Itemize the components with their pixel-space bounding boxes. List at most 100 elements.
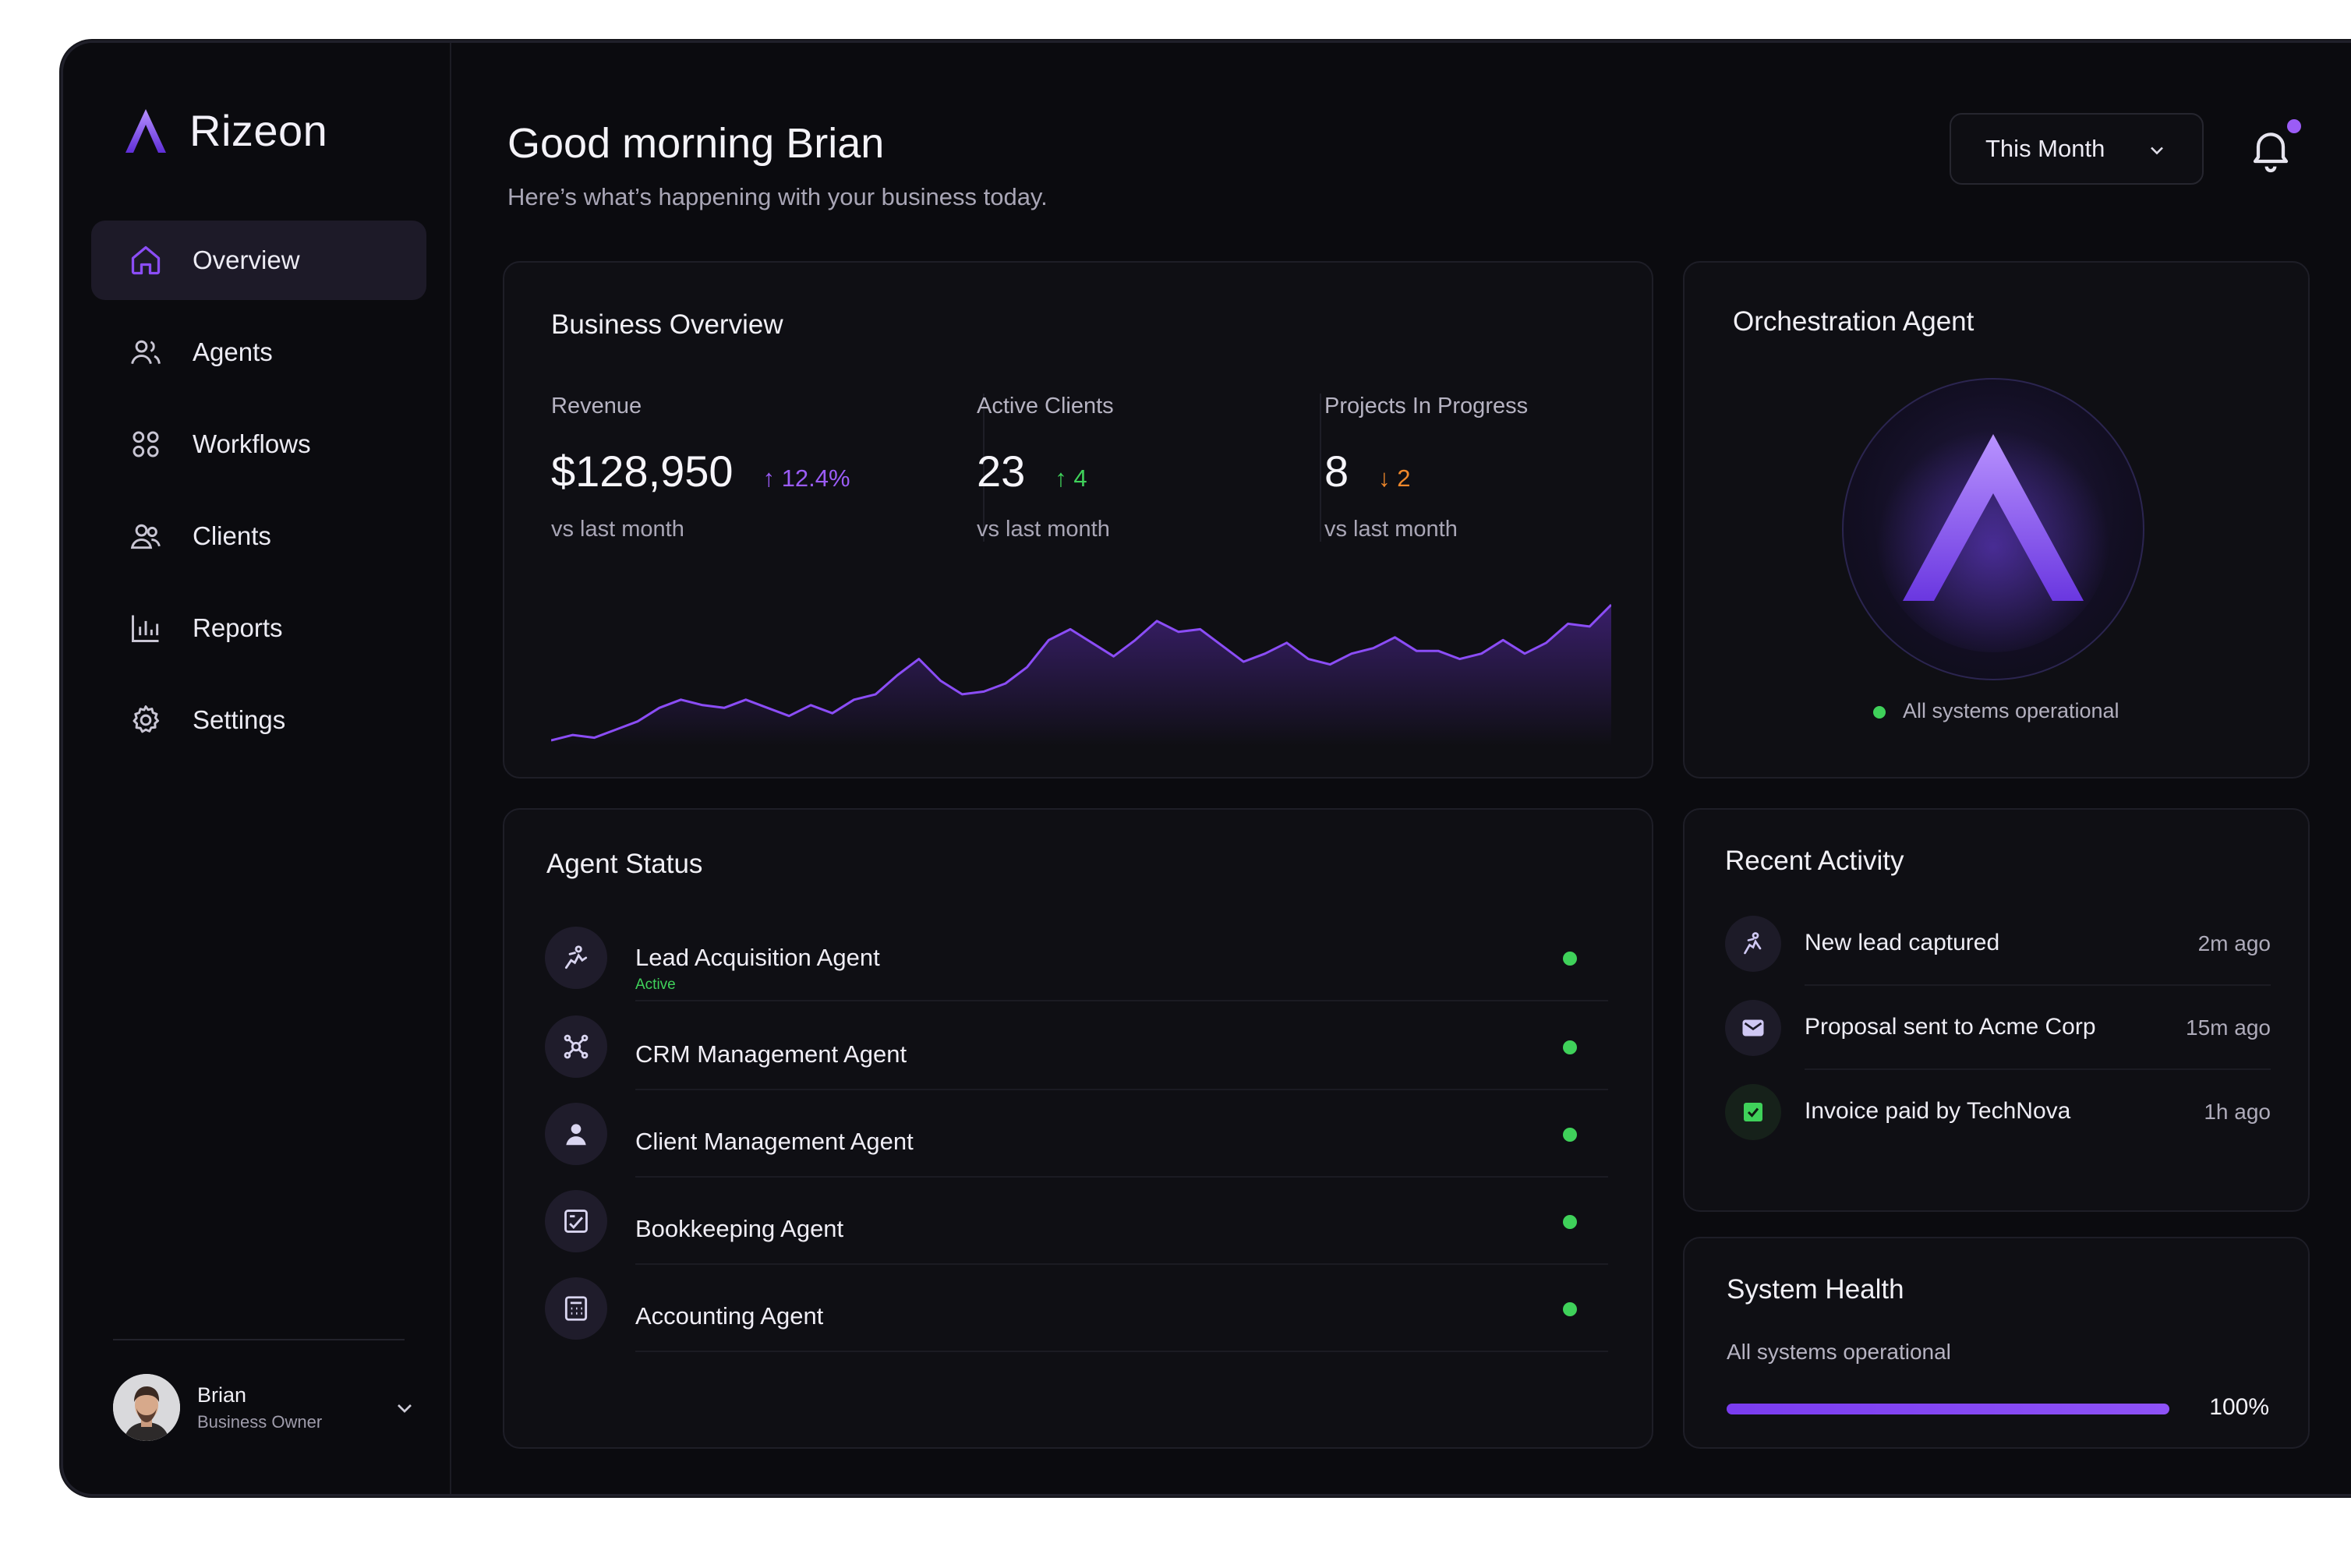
activity-item[interactable]: Invoice paid by TechNova 1h ago	[1725, 1070, 2271, 1154]
health-progress-bar	[1727, 1404, 2169, 1414]
health-status: All systems operational	[1727, 1340, 1951, 1364]
agent-name: Bookkeeping Agent	[635, 1215, 844, 1242]
divider	[635, 1000, 1608, 1001]
sidebar-item-workflows[interactable]: Workflows	[91, 404, 426, 484]
list-item[interactable]: Accounting Agent	[545, 1266, 1608, 1352]
calculator-icon	[564, 1296, 588, 1321]
sidebar-item-overview[interactable]: Overview	[91, 221, 426, 300]
agent-state: Active	[635, 976, 676, 993]
stat-value: 23	[977, 447, 1026, 496]
activity-time: 1h ago	[2204, 1100, 2271, 1124]
activity-text: New lead captured	[1805, 930, 2000, 955]
activity-time: 2m ago	[2197, 931, 2271, 955]
recent-activity-card: Recent Activity New lead captured 2m ago…	[1683, 808, 2310, 1212]
stat-label: Active Clients	[977, 394, 1114, 418]
sidebar: Rizeon Overview Agents Workflows Clients	[63, 43, 451, 1494]
activity-item[interactable]: New lead captured 2m ago	[1725, 902, 2271, 986]
stat-label: Projects In Progress	[1324, 394, 1529, 418]
stat-value: 8	[1324, 447, 1349, 496]
lead-icon	[564, 945, 588, 969]
status-dot	[1563, 1302, 1577, 1316]
user-menu[interactable]: Brian Business Owner	[113, 1372, 417, 1443]
agents-icon	[131, 340, 161, 365]
divider	[635, 1351, 1608, 1352]
user-name: Brian	[197, 1383, 247, 1407]
orchestration-orb	[1842, 378, 2144, 680]
sidebar-item-label: Clients	[193, 521, 271, 550]
agent-avatar	[545, 1015, 607, 1078]
card-title: Recent Activity	[1725, 846, 1904, 876]
status-dot	[1563, 952, 1577, 966]
sidebar-item-clients[interactable]: Clients	[91, 496, 426, 576]
user-role: Business Owner	[197, 1411, 323, 1432]
sidebar-item-label: Overview	[193, 245, 300, 274]
activity-text: Proposal sent to Acme Corp	[1805, 1014, 2096, 1040]
sidebar-item-label: Settings	[193, 705, 286, 734]
stat-caption: vs last month	[551, 517, 684, 542]
business-overview-card: Business Overview Revenue $128,950 ↑ 12.…	[503, 261, 1653, 779]
list-item[interactable]: CRM Management Agent	[545, 1005, 1608, 1090]
activity-avatar	[1725, 1000, 1781, 1056]
rizeon-logo-icon	[1876, 418, 2110, 652]
status-text: All systems operational	[1902, 699, 2119, 722]
sidebar-item-label: Reports	[193, 613, 283, 642]
list-item[interactable]: Bookkeeping Agent	[545, 1179, 1608, 1265]
user-icon	[566, 1124, 586, 1146]
list-item[interactable]: Client Management Agent	[545, 1092, 1608, 1178]
activity-avatar	[1725, 916, 1781, 972]
divider	[113, 1339, 405, 1340]
chart-area-fill	[551, 605, 1611, 746]
card-title: System Health	[1727, 1274, 1904, 1305]
divider	[635, 1263, 1608, 1265]
crm-icon	[564, 1034, 589, 1059]
agent-name: CRM Management Agent	[635, 1040, 907, 1068]
sidebar-item-settings[interactable]: Settings	[91, 680, 426, 760]
agent-name: Lead Acquisition Agent	[635, 944, 880, 971]
health-progress-fill	[1727, 1404, 2169, 1414]
health-percent: 100%	[2209, 1394, 2269, 1420]
activity-text: Invoice paid by TechNova	[1805, 1098, 2071, 1124]
app-window: Rizeon Overview Agents Workflows Clients	[61, 41, 2351, 1496]
status-dot	[1563, 1128, 1577, 1142]
stat-delta: ↓ 2	[1378, 464, 1411, 492]
ledger-icon	[564, 1210, 588, 1233]
lead-icon	[1744, 932, 1762, 955]
stat-delta: ↑ 12.4%	[762, 464, 850, 492]
activity-item[interactable]: Proposal sent to Acme Corp 15m ago	[1725, 986, 2271, 1070]
stat-active-clients: Active Clients 23 ↑ 4 vs last month	[977, 394, 1114, 542]
sidebar-item-reports[interactable]: Reports	[91, 588, 426, 668]
card-title: Orchestration Agent	[1733, 306, 1974, 337]
page-title: Good morning Brian	[507, 120, 885, 167]
sidebar-item-label: Agents	[193, 337, 273, 366]
chart-series-line	[551, 603, 1611, 742]
reports-icon	[132, 615, 159, 642]
gear-icon	[133, 705, 160, 733]
notifications-bell-icon[interactable]	[2246, 124, 2296, 174]
chevron-down-icon[interactable]	[392, 1396, 417, 1421]
divider	[1320, 394, 1321, 542]
mail-icon	[1742, 1019, 1764, 1037]
divider	[1805, 1068, 2271, 1070]
stat-value: $128,950	[551, 447, 734, 496]
activity-avatar	[1725, 1084, 1781, 1140]
app-name: Rizeon	[189, 106, 328, 155]
status-dot	[1563, 1215, 1577, 1229]
chevron-down-icon	[2151, 147, 2163, 155]
brand[interactable]: Rizeon	[124, 105, 327, 156]
sidebar-item-agents[interactable]: Agents	[91, 313, 426, 392]
notification-badge	[2287, 119, 2301, 133]
divider	[983, 394, 985, 542]
page-subtitle: Here’s what’s happening with your busine…	[507, 183, 1048, 210]
sidebar-nav: Overview Agents Workflows Clients Report…	[91, 221, 426, 772]
card-title: Agent Status	[546, 849, 703, 879]
period-select[interactable]: This Month	[1950, 113, 2204, 185]
invoice-icon	[1744, 1103, 1762, 1121]
orchestration-status: All systems operational	[1685, 699, 2308, 723]
agent-avatar	[545, 1190, 607, 1252]
agent-name: Client Management Agent	[635, 1128, 914, 1155]
sidebar-item-label: Workflows	[193, 429, 311, 458]
status-dot	[1873, 705, 1886, 719]
divider	[635, 1089, 1608, 1090]
avatar-image	[113, 1374, 180, 1441]
list-item[interactable]: Lead Acquisition Agent Active	[545, 916, 1608, 1001]
